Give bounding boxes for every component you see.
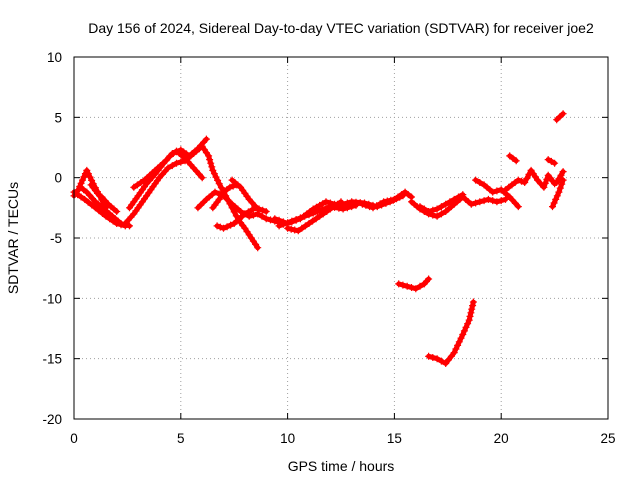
series-markers-track-16 (358, 188, 415, 212)
y-tick-label: 10 (47, 50, 62, 65)
series-markers-track-7 (130, 157, 170, 191)
series-markers-track-21 (506, 152, 520, 165)
y-axis-label: SDTVAR / TECUs (5, 182, 21, 294)
series-track-5 (122, 143, 261, 251)
y-tick-label: 0 (54, 171, 62, 186)
chart-title: Day 156 of 2024, Sidereal Day-to-day VTE… (88, 20, 594, 36)
series-markers-track-18 (416, 191, 467, 215)
x-tick-label: 10 (280, 431, 295, 446)
x-tick-label: 15 (387, 431, 402, 446)
data-series (70, 110, 567, 367)
x-tick-label: 5 (177, 431, 185, 446)
x-tick-label: 0 (70, 431, 78, 446)
series-markers-track-8 (166, 147, 206, 182)
x-tick-label: 20 (494, 431, 509, 446)
series-markers-track-4 (87, 181, 121, 215)
series-markers-track-12 (228, 176, 262, 213)
series-markers-track-23 (549, 176, 567, 211)
series-markers-track-5 (121, 142, 262, 252)
y-tick-label: -10 (42, 291, 62, 306)
series-markers-track-22 (544, 156, 559, 167)
axis-ticks: 0 5 10 15 20 25 10 5 0 -5 -10 -15 -20 (42, 50, 615, 446)
series-markers-track-24 (553, 110, 567, 124)
series-markers-track-19 (472, 176, 522, 211)
series-markers-track-27 (425, 298, 477, 367)
series-markers-track-10 (209, 181, 240, 212)
y-tick-label: 5 (54, 110, 62, 125)
series-markers-track-25 (553, 168, 567, 186)
y-tick-label: -20 (42, 412, 62, 427)
x-axis-label: GPS time / hours (288, 458, 395, 474)
x-tick-label: 25 (600, 431, 615, 446)
y-tick-label: -15 (42, 352, 62, 367)
series-markers-track-26 (395, 275, 433, 293)
series-markers-track-20 (502, 166, 559, 194)
grid-lines (74, 57, 608, 419)
series-track-25 (554, 169, 566, 185)
series-markers-track-15 (284, 198, 345, 235)
y-tick-label: -5 (50, 231, 62, 246)
